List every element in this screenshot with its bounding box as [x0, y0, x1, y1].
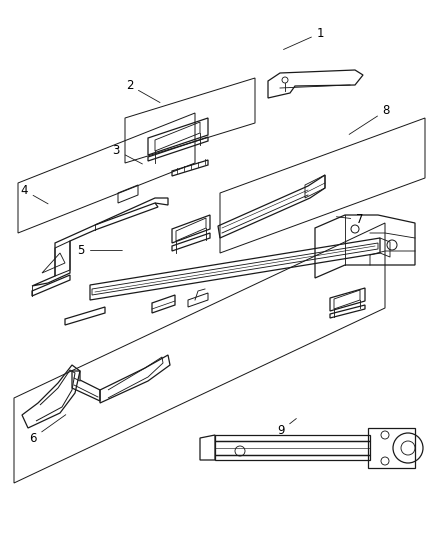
Text: 9: 9 [276, 418, 296, 437]
Text: 5: 5 [78, 244, 122, 257]
Text: 2: 2 [125, 79, 160, 102]
Text: 8: 8 [348, 104, 389, 134]
Text: 1: 1 [283, 27, 324, 50]
Text: 7: 7 [336, 213, 363, 226]
Text: 3: 3 [113, 144, 142, 164]
Text: 4: 4 [20, 184, 48, 204]
Text: 6: 6 [29, 415, 66, 445]
